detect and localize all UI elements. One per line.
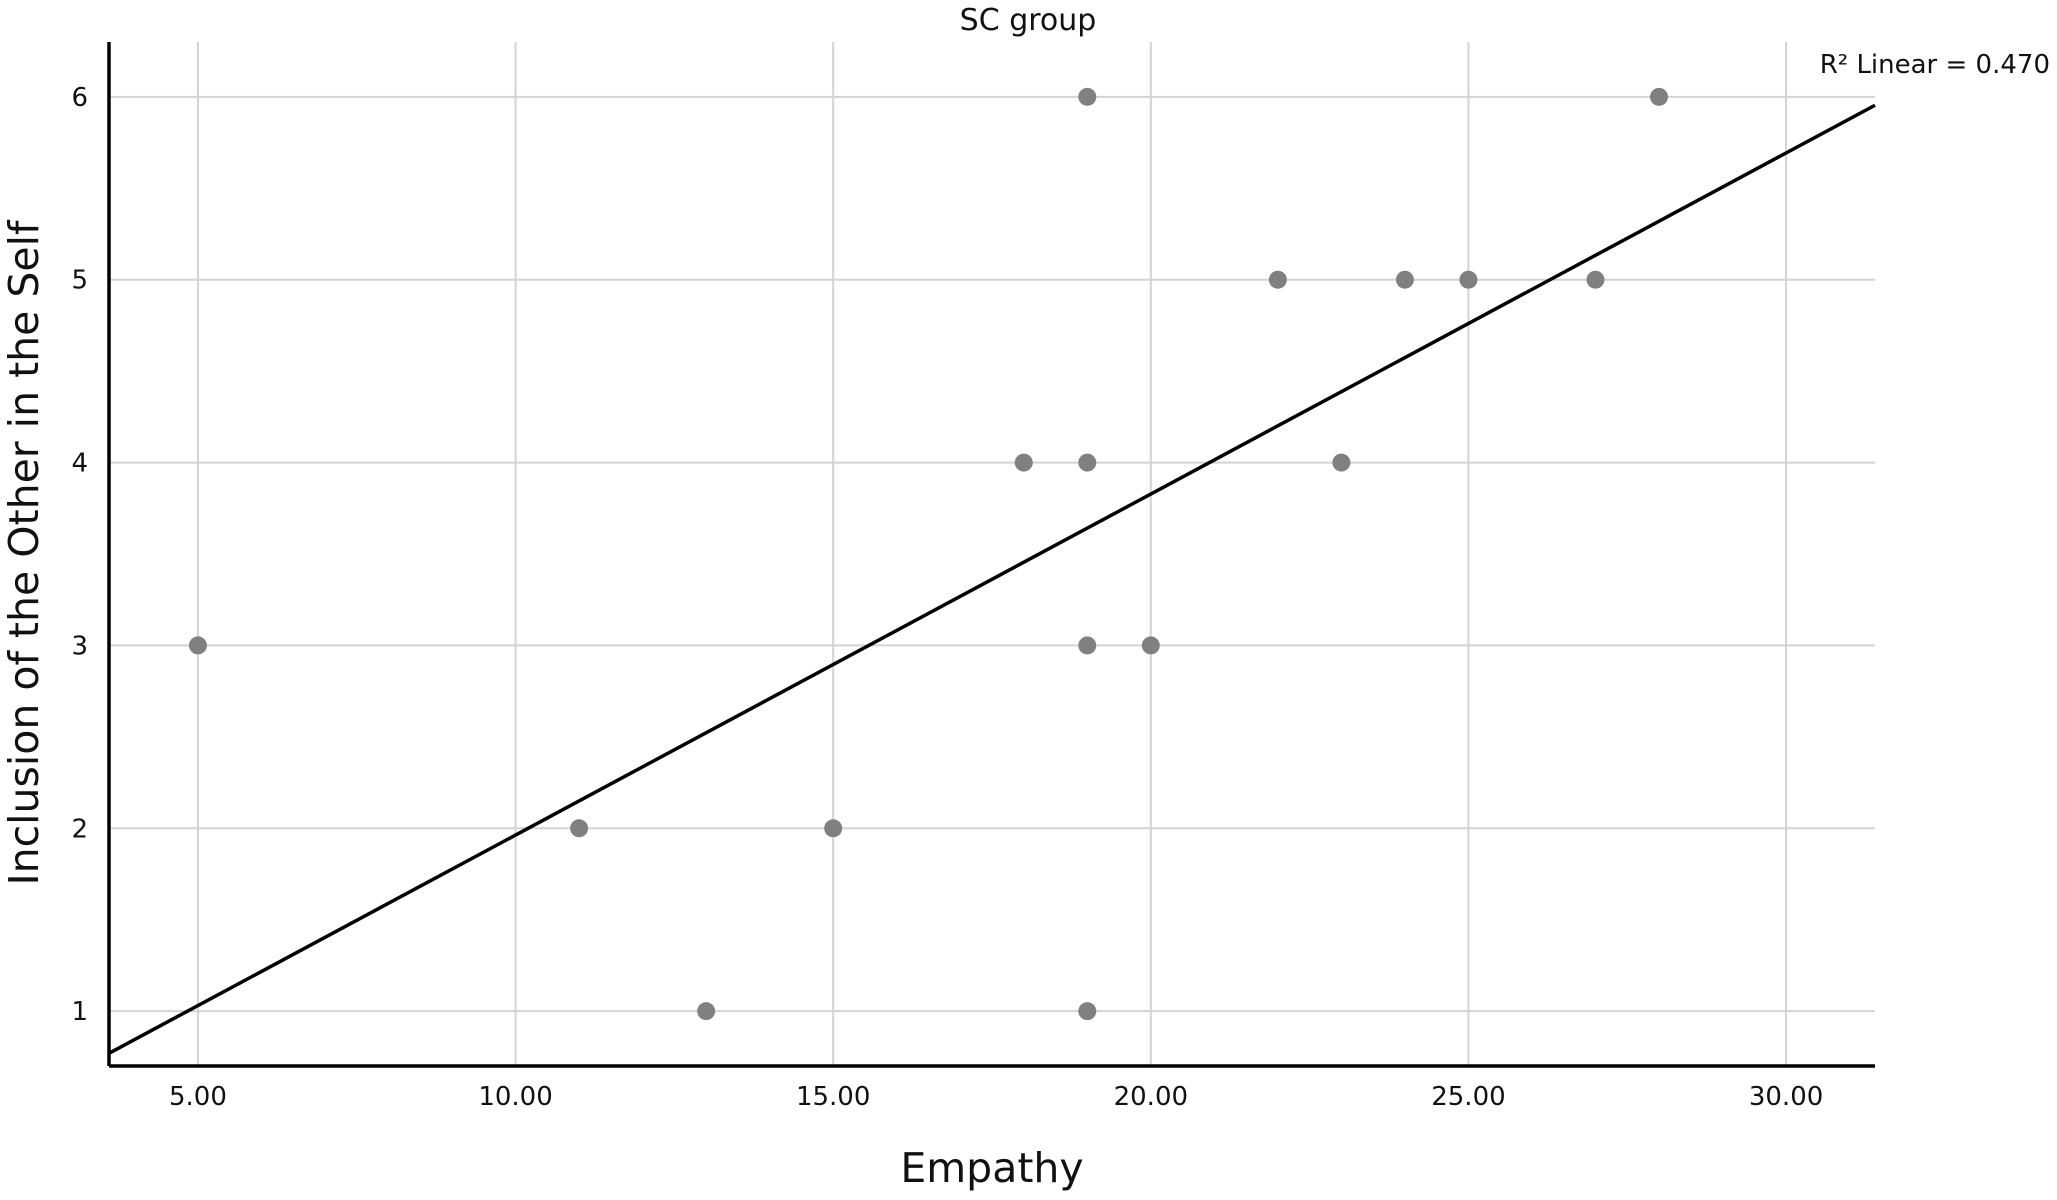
y-tick-label: 2	[71, 814, 88, 844]
data-point	[570, 819, 589, 838]
y-tick-label: 5	[71, 266, 88, 296]
data-point	[697, 1002, 716, 1021]
x-tick-label: 10.00	[478, 1082, 552, 1112]
y-axis-ticks: 1 2 3 4 5 6	[71, 83, 88, 1027]
x-tick-label: 20.00	[1114, 1082, 1188, 1112]
data-point	[1268, 270, 1287, 289]
x-axis-title: Empathy	[900, 1144, 1083, 1192]
y-tick-label: 1	[71, 997, 88, 1027]
chart-title: SC group	[960, 3, 1097, 38]
data-point	[824, 819, 843, 838]
r-squared-label: R² Linear = 0.470	[1820, 50, 2050, 80]
data-point	[1078, 453, 1097, 472]
data-point	[1395, 270, 1414, 289]
y-tick-label: 6	[71, 83, 88, 113]
x-axis-ticks: 5.00 10.00 15.00 20.00 25.00 30.00	[169, 1082, 1823, 1112]
x-tick-label: 5.00	[169, 1082, 227, 1112]
data-point	[188, 636, 207, 655]
data-point	[1586, 270, 1605, 289]
regression-line	[108, 103, 1876, 1055]
data-points	[188, 87, 1669, 1021]
x-tick-label: 15.00	[796, 1082, 870, 1112]
data-point	[1650, 87, 1669, 106]
gridlines	[109, 42, 1875, 1066]
data-point	[1078, 1002, 1097, 1021]
x-tick-label: 30.00	[1749, 1082, 1823, 1112]
y-axis-title: Inclusion of the Other in the Self	[0, 219, 48, 886]
y-tick-label: 3	[71, 631, 88, 661]
data-point	[1014, 453, 1033, 472]
data-point	[1078, 87, 1097, 106]
y-tick-label: 4	[71, 449, 88, 479]
data-point	[1078, 636, 1097, 655]
fit-line	[108, 103, 1876, 1055]
data-point	[1459, 270, 1478, 289]
axes	[107, 42, 1875, 1068]
data-point	[1332, 453, 1351, 472]
x-tick-label: 25.00	[1431, 1082, 1505, 1112]
data-point	[1141, 636, 1160, 655]
